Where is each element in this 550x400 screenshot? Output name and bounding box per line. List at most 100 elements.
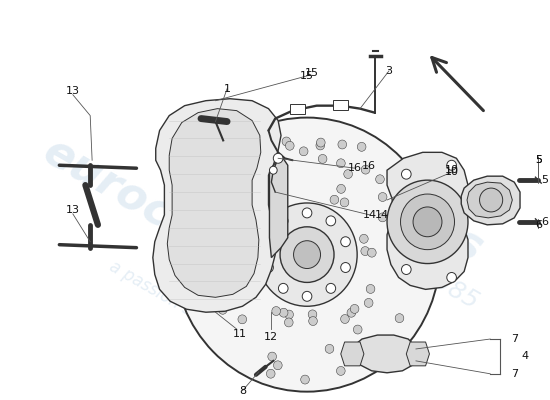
Circle shape: [402, 169, 411, 179]
Polygon shape: [467, 182, 512, 218]
Circle shape: [376, 175, 384, 184]
Circle shape: [264, 237, 273, 247]
Circle shape: [354, 325, 362, 334]
Text: a passion since 1985: a passion since 1985: [106, 258, 267, 361]
Circle shape: [358, 142, 366, 151]
Circle shape: [447, 272, 456, 282]
Text: eurocarparts: eurocarparts: [35, 130, 338, 330]
Circle shape: [361, 165, 370, 174]
Circle shape: [224, 224, 233, 233]
Text: 5: 5: [535, 155, 542, 165]
Text: 12: 12: [265, 332, 278, 342]
Text: 10: 10: [444, 165, 459, 175]
Circle shape: [264, 262, 273, 272]
Polygon shape: [270, 155, 288, 258]
Circle shape: [294, 241, 321, 268]
Polygon shape: [353, 335, 418, 373]
Circle shape: [273, 172, 282, 181]
Circle shape: [217, 264, 226, 273]
Polygon shape: [167, 109, 261, 297]
Polygon shape: [406, 342, 430, 366]
Circle shape: [340, 237, 350, 247]
Circle shape: [337, 366, 345, 375]
Text: 16: 16: [348, 163, 362, 173]
Text: 15: 15: [300, 71, 314, 81]
Circle shape: [174, 118, 440, 392]
Text: carparts: carparts: [287, 129, 491, 271]
Circle shape: [244, 286, 253, 295]
Circle shape: [240, 260, 249, 268]
Circle shape: [405, 234, 414, 243]
Circle shape: [395, 314, 404, 323]
Text: 14: 14: [362, 210, 377, 220]
Text: 7: 7: [512, 369, 519, 379]
Circle shape: [256, 194, 265, 204]
Circle shape: [387, 180, 468, 264]
Polygon shape: [341, 342, 364, 366]
Text: 10: 10: [444, 167, 459, 177]
Circle shape: [278, 216, 288, 226]
Circle shape: [270, 166, 277, 174]
Circle shape: [347, 308, 356, 317]
Text: 14: 14: [375, 210, 389, 220]
Circle shape: [278, 283, 288, 293]
Circle shape: [285, 310, 294, 319]
Text: 4: 4: [521, 351, 528, 361]
Bar: [333, 100, 349, 110]
Circle shape: [299, 147, 308, 156]
Text: 7: 7: [512, 334, 519, 344]
Circle shape: [225, 227, 233, 236]
Text: 3: 3: [386, 66, 393, 76]
Text: 8: 8: [239, 386, 246, 396]
Circle shape: [285, 141, 294, 150]
Circle shape: [195, 239, 204, 248]
Circle shape: [361, 356, 370, 365]
Circle shape: [316, 141, 324, 150]
Circle shape: [302, 291, 312, 301]
Circle shape: [204, 234, 213, 243]
Circle shape: [247, 200, 256, 209]
Circle shape: [308, 310, 317, 319]
Circle shape: [340, 198, 349, 207]
Text: 15: 15: [305, 68, 319, 78]
Circle shape: [284, 318, 293, 327]
Circle shape: [231, 182, 240, 192]
Circle shape: [238, 315, 246, 324]
Circle shape: [367, 248, 376, 257]
Circle shape: [218, 305, 227, 314]
Text: 11: 11: [233, 329, 246, 339]
Circle shape: [229, 237, 238, 246]
Circle shape: [265, 190, 273, 200]
Text: 13: 13: [66, 205, 80, 215]
Circle shape: [316, 138, 325, 147]
Circle shape: [301, 375, 309, 384]
Text: 5: 5: [535, 155, 542, 165]
Circle shape: [223, 182, 232, 190]
Circle shape: [330, 195, 339, 204]
Polygon shape: [387, 152, 468, 289]
Bar: [290, 104, 305, 114]
Circle shape: [263, 198, 272, 207]
Circle shape: [248, 285, 257, 294]
Circle shape: [400, 194, 454, 250]
Circle shape: [215, 170, 224, 179]
Circle shape: [337, 159, 345, 168]
Circle shape: [337, 184, 345, 193]
Circle shape: [480, 188, 503, 212]
Circle shape: [366, 284, 375, 294]
Circle shape: [273, 361, 282, 370]
Circle shape: [350, 304, 359, 313]
Circle shape: [302, 208, 312, 218]
Text: 6: 6: [535, 220, 542, 230]
Circle shape: [325, 344, 334, 353]
Circle shape: [318, 154, 327, 163]
Circle shape: [394, 235, 403, 244]
Circle shape: [309, 316, 317, 326]
Circle shape: [361, 247, 370, 256]
Circle shape: [261, 168, 270, 177]
Circle shape: [268, 352, 277, 361]
Circle shape: [192, 245, 201, 254]
Circle shape: [447, 160, 456, 170]
Circle shape: [229, 266, 238, 275]
Circle shape: [364, 298, 373, 307]
